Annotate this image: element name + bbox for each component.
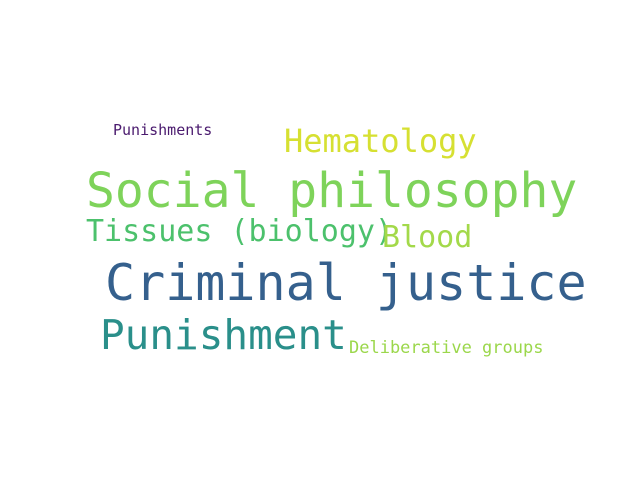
word-punishment: Punishment <box>100 311 347 359</box>
word-blood: Blood <box>382 220 473 255</box>
word-hematology: Hematology <box>284 122 477 160</box>
word-deliberative-groups: Deliberative groups <box>349 338 544 358</box>
word-social-philosophy: Social philosophy <box>86 163 578 219</box>
word-tissues-biology: Tissues (biology) <box>86 214 394 249</box>
word-punishments: Punishments <box>113 121 213 139</box>
word-criminal-justice: Criminal justice <box>105 254 587 312</box>
